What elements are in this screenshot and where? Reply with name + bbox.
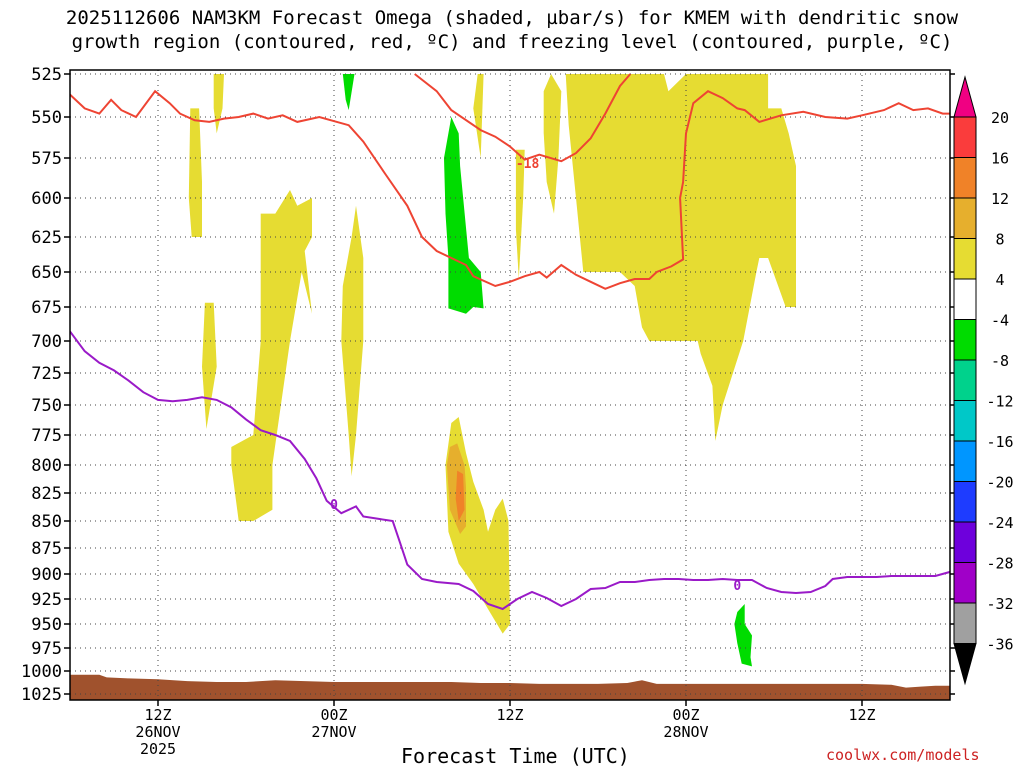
- colorbar-segment-12: [953, 602, 977, 644]
- colorbar-label-10: -24: [986, 514, 1013, 532]
- colorbar-label-6: -8: [991, 352, 1009, 370]
- y-tick-label-550: 550: [31, 108, 62, 128]
- y-tick-label-950: 950: [31, 615, 62, 635]
- y-tick-label-775: 775: [31, 426, 62, 446]
- colorbar-segment-9: [953, 481, 977, 523]
- colorbar-label-12: -32: [986, 595, 1013, 613]
- y-tick-label-750: 750: [31, 396, 62, 416]
- colorbar-segment-4: [953, 278, 977, 320]
- x-tick-label-48-1: 28NOV: [663, 723, 708, 741]
- omega-region-5: [473, 74, 484, 158]
- colorbar-segment-1: [953, 157, 977, 199]
- omega-region-9: [565, 74, 796, 441]
- title-line-2: growth region (contoured, red, ºC) and f…: [71, 31, 953, 53]
- omega-region-12: [342, 74, 355, 111]
- y-tick-label-675: 675: [31, 298, 62, 318]
- y-tick-label-650: 650: [31, 263, 62, 283]
- y-tick-label-800: 800: [31, 456, 62, 476]
- y-tick-label-525: 525: [31, 65, 62, 85]
- y-tick-label-575: 575: [31, 149, 62, 169]
- omega-region-2: [202, 302, 217, 429]
- dgz-contour: [70, 89, 950, 290]
- omega-region-13: [444, 117, 484, 314]
- colorbar-segment-7: [953, 400, 977, 442]
- colorbar-segment-3: [953, 238, 977, 280]
- x-tick-label-12-2: 2025: [140, 740, 176, 758]
- colorbar-label-5: -4: [991, 312, 1009, 330]
- colorbar-segment-8: [953, 440, 977, 482]
- colorbar-label-0: 20: [991, 109, 1009, 127]
- x-tick-label-48-0: 00Z: [672, 706, 699, 724]
- colorbar-segment-10: [953, 521, 977, 563]
- site-credit[interactable]: coolwx.com/models: [826, 746, 980, 764]
- colorbar-label-9: -20: [986, 474, 1013, 492]
- colorbar-label-1: 16: [991, 150, 1009, 168]
- omega-region-11: [455, 470, 465, 521]
- colorbar-label-7: -12: [986, 393, 1013, 411]
- x-tick-label-24-1: 27NOV: [311, 723, 356, 741]
- x-tick-label-24-0: 00Z: [320, 706, 347, 724]
- y-tick-label-975: 975: [31, 639, 62, 659]
- freezing-level-contour: [70, 330, 950, 611]
- omega-region-7: [543, 74, 562, 214]
- colorbar-label-4: 4: [995, 271, 1004, 289]
- omega-region-6: [515, 149, 525, 279]
- colorbar-segment-6: [953, 359, 977, 401]
- omega-region-0: [213, 74, 224, 134]
- colorbar-label-2: 12: [991, 190, 1009, 208]
- x-tick-label-12-0: 12Z: [144, 706, 171, 724]
- freezing-level-label-0: 0: [330, 498, 338, 513]
- omega-region-4: [341, 205, 364, 477]
- x-tick-label-12-1: 26NOV: [135, 723, 180, 741]
- y-tick-label-700: 700: [31, 332, 62, 352]
- terrain-fill: [70, 674, 950, 700]
- y-tick-label-925: 925: [31, 590, 62, 610]
- colorbar-label-3: 8: [995, 231, 1004, 249]
- colorbar-segment-11: [953, 562, 977, 604]
- colorbar-top-arrow: [953, 75, 977, 118]
- colorbar-label-8: -16: [986, 433, 1013, 451]
- y-tick-label-900: 900: [31, 565, 62, 585]
- omega-region-3: [231, 190, 312, 521]
- colorbar-segment-0: [953, 116, 977, 158]
- chart-title: 2025112606 NAM3KM Forecast Omega (shaded…: [0, 6, 1024, 54]
- y-tick-label-1000: 1000: [21, 662, 62, 682]
- x-axis-title: Forecast Time (UTC): [401, 744, 630, 768]
- y-tick-label-600: 600: [31, 189, 62, 209]
- y-tick-label-625: 625: [31, 228, 62, 248]
- colorbar-label-11: -28: [986, 555, 1013, 573]
- omega-region-14: [734, 604, 752, 667]
- colorbar-label-13: -36: [986, 636, 1013, 654]
- omega-region-1: [188, 108, 202, 238]
- x-tick-label-60-0: 12Z: [848, 706, 875, 724]
- dgz-contour-upper: [414, 73, 632, 163]
- y-tick-label-875: 875: [31, 539, 62, 559]
- colorbar-bottom-arrow: [953, 643, 977, 686]
- freezing-level-label-1: 0: [733, 579, 741, 594]
- x-tick-label-36-0: 12Z: [496, 706, 523, 724]
- dgz-label: -18: [516, 157, 540, 172]
- title-line-1: 2025112606 NAM3KM Forecast Omega (shaded…: [65, 7, 959, 29]
- y-tick-label-1025: 1025: [21, 685, 62, 705]
- colorbar-segment-5: [953, 319, 977, 361]
- y-tick-label-725: 725: [31, 364, 62, 384]
- colorbar-segment-2: [953, 197, 977, 239]
- y-tick-label-850: 850: [31, 512, 62, 532]
- y-tick-label-825: 825: [31, 484, 62, 504]
